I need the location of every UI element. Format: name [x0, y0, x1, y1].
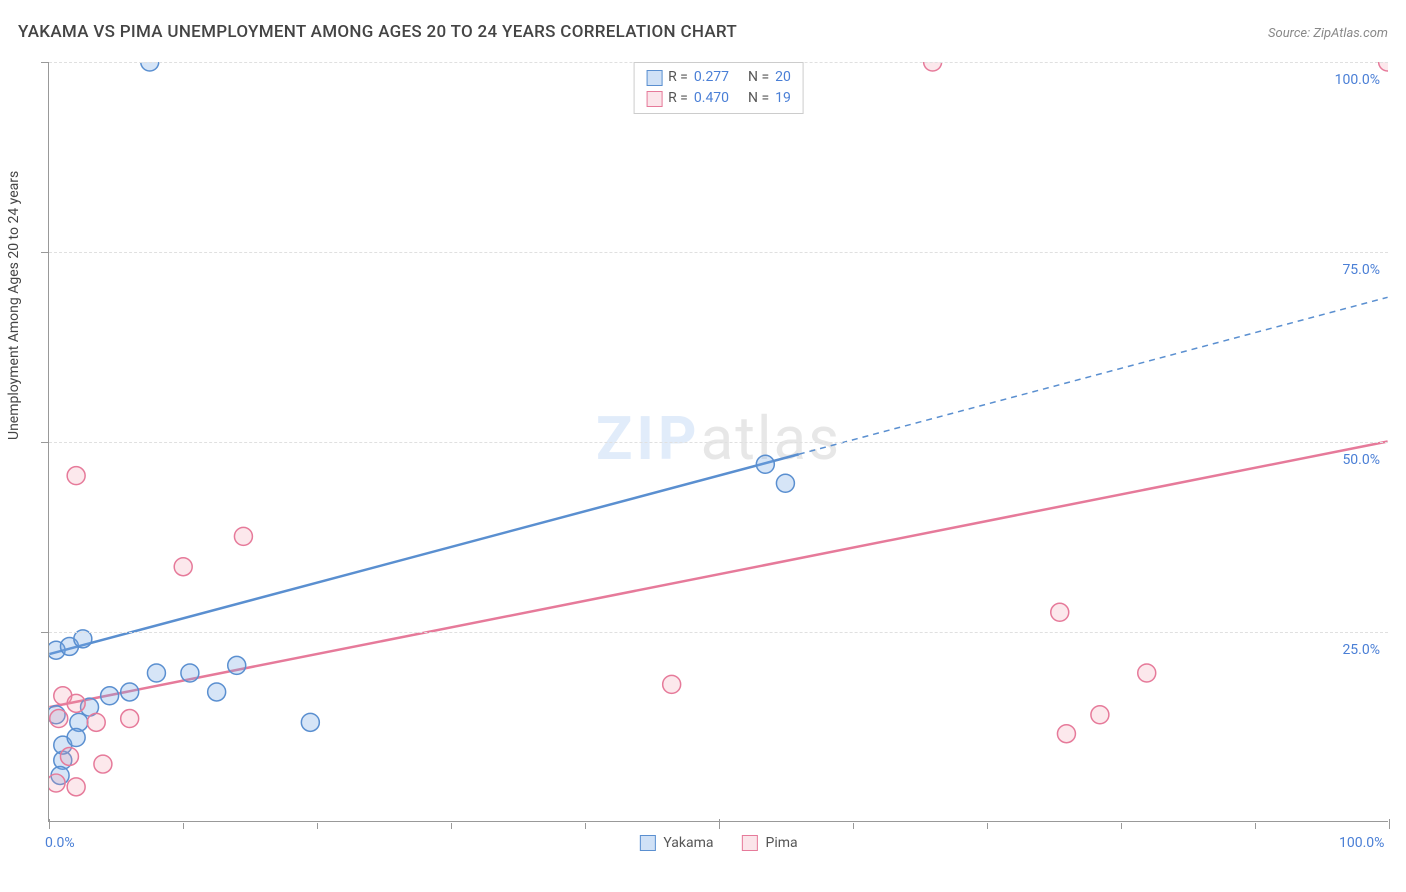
chart-source: Source: ZipAtlas.com — [1268, 26, 1388, 41]
legend-row-pima: R = 0.470 N = 19 — [646, 88, 791, 109]
y-axis-tick-label: 25.0% — [1342, 642, 1380, 658]
legend-item-yakama: Yakama — [639, 835, 713, 851]
swatch-blue-icon — [639, 835, 655, 851]
n-value: 19 — [775, 88, 791, 109]
y-axis-tick-label: 75.0% — [1342, 262, 1380, 278]
n-value: 20 — [775, 67, 791, 88]
y-tick — [41, 632, 49, 633]
y-tick — [41, 252, 49, 253]
legend-item-pima: Pima — [742, 835, 798, 851]
y-axis-label: Unemployment Among Ages 20 to 24 years — [6, 171, 22, 440]
x-tick-minor — [585, 823, 586, 829]
x-tick-minor — [1121, 823, 1122, 829]
x-tick-major — [719, 819, 720, 829]
plot-area: ZIPatlas R = 0.277 N = 20 R = 0.470 N = … — [48, 62, 1388, 822]
swatch-pink-icon — [742, 835, 758, 851]
chart-title: YAKAMA VS PIMA UNEMPLOYMENT AMONG AGES 2… — [18, 22, 737, 42]
watermark-zip: ZIP — [596, 402, 701, 473]
chart-header: YAKAMA VS PIMA UNEMPLOYMENT AMONG AGES 2… — [18, 22, 1388, 42]
r-label: R = — [668, 67, 688, 88]
gridline — [49, 632, 1388, 633]
r-value: 0.277 — [694, 67, 729, 88]
r-label: R = — [668, 88, 688, 109]
y-tick — [41, 62, 49, 63]
correlation-legend: R = 0.277 N = 20 R = 0.470 N = 19 — [633, 62, 804, 114]
x-tick-major — [49, 819, 50, 829]
gridline — [49, 442, 1388, 443]
y-axis-tick-label: 50.0% — [1342, 452, 1380, 468]
swatch-blue-icon — [646, 70, 662, 86]
n-label: N = — [748, 88, 769, 109]
swatch-pink-icon — [646, 91, 662, 107]
x-tick-minor — [183, 823, 184, 829]
x-tick-minor — [853, 823, 854, 829]
x-tick-minor — [451, 823, 452, 829]
legend-row-yakama: R = 0.277 N = 20 — [646, 67, 791, 88]
gridline — [49, 252, 1388, 253]
y-tick — [41, 442, 49, 443]
series-legend: Yakama Pima — [639, 835, 797, 851]
watermark-atlas: atlas — [701, 402, 841, 473]
x-axis-tick-label: 0.0% — [45, 835, 75, 851]
x-tick-minor — [317, 823, 318, 829]
x-tick-major — [1389, 819, 1390, 829]
y-axis-tick-label: 100.0% — [1335, 72, 1380, 88]
legend-label: Pima — [766, 835, 798, 851]
x-tick-minor — [987, 823, 988, 829]
x-tick-minor — [1255, 823, 1256, 829]
n-label: N = — [748, 67, 769, 88]
r-value: 0.470 — [694, 88, 729, 109]
x-axis-tick-label: 100.0% — [1339, 835, 1384, 851]
legend-label: Yakama — [663, 835, 713, 851]
watermark: ZIPatlas — [596, 402, 841, 473]
